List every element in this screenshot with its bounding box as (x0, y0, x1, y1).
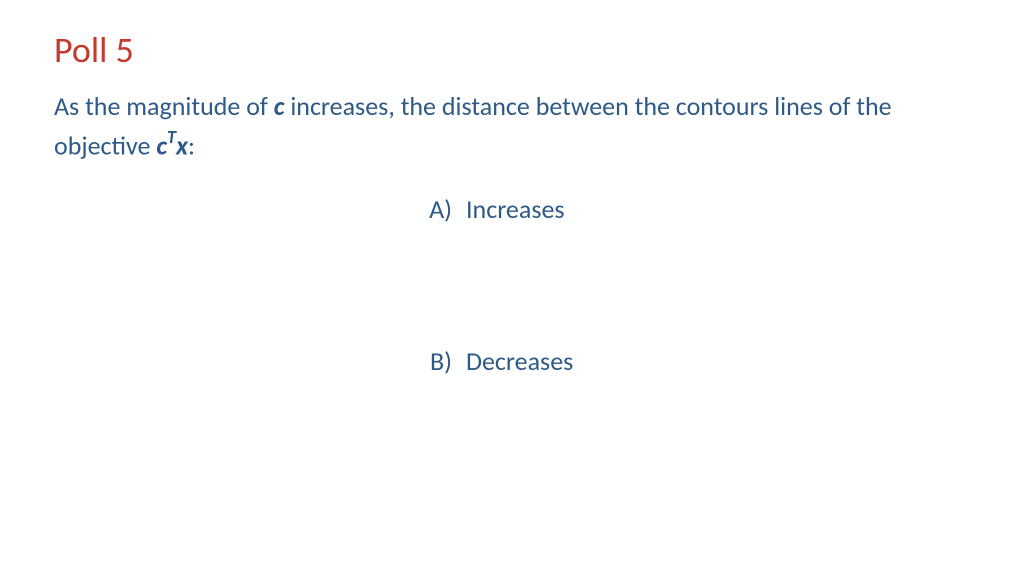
variable-cT: c (156, 129, 167, 161)
option-b-text: Decreases (466, 345, 573, 377)
superscript-T: T (167, 126, 176, 148)
poll-title: Poll 5 (54, 28, 970, 72)
options-list: A) Increases B) Decreases (54, 193, 970, 377)
option-a-letter: A) (424, 193, 452, 225)
variable-c: c (274, 90, 285, 122)
option-b: B) Decreases (424, 345, 970, 377)
question-part3: : (188, 129, 195, 161)
option-a-text: Increases (466, 193, 565, 225)
slide-content: Poll 5 As the magnitude of c increases, … (0, 0, 1024, 405)
option-b-letter: B) (424, 345, 452, 377)
question-part1: As the magnitude of (54, 90, 274, 122)
variable-x: x (176, 129, 188, 161)
question-text: As the magnitude of c increases, the dis… (54, 88, 970, 165)
option-a: A) Increases (424, 193, 970, 225)
